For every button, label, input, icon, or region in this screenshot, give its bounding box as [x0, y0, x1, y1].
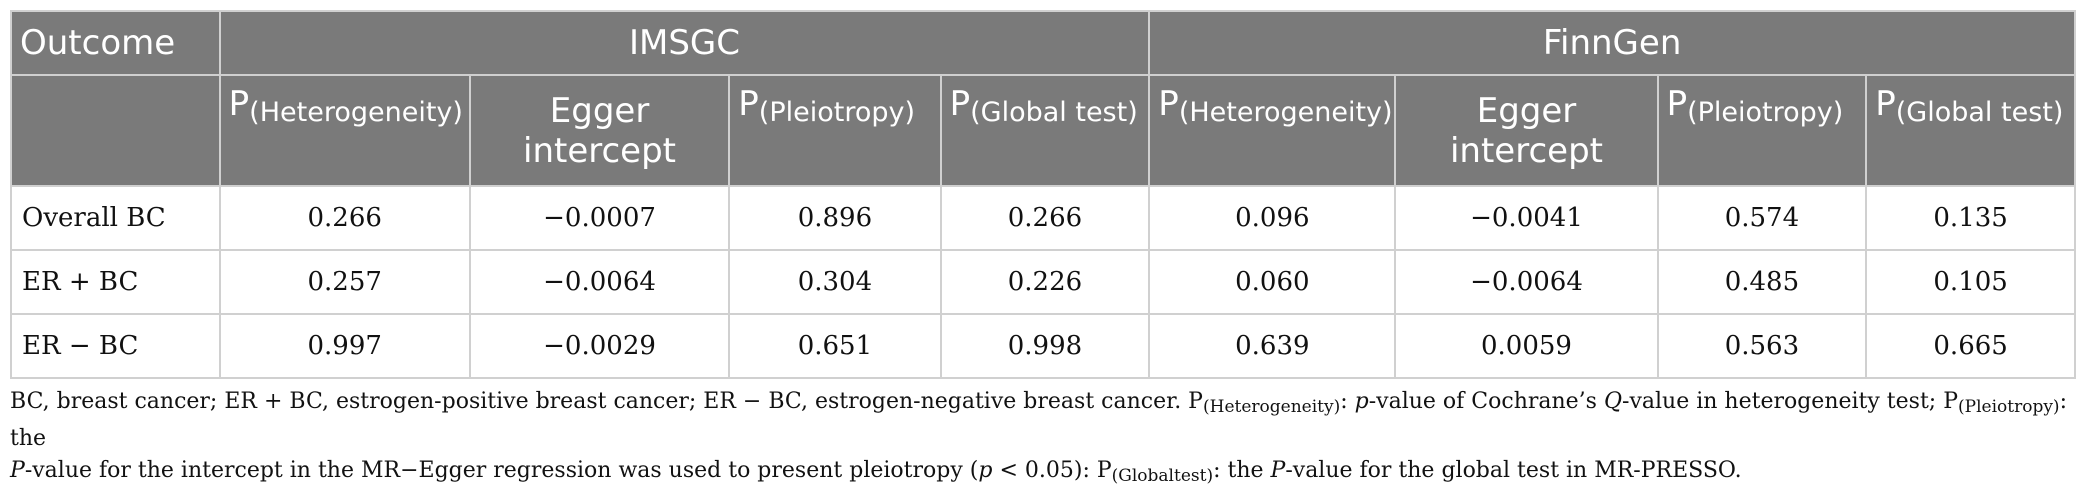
table-cell: 0.105	[1865, 249, 2076, 315]
col-header-finngen-p-global-test: P(Global test)	[1865, 74, 2076, 187]
table-cell: −0.0041	[1394, 185, 1659, 251]
col-header-base: P	[738, 84, 759, 124]
col-header-line1: Egger	[1476, 90, 1577, 131]
footnote-text: -value for the global test in MR-PRESSO.	[1285, 458, 1742, 483]
table-cell: 0.226	[939, 249, 1151, 315]
col-header-sub: (Heterogeneity)	[1178, 97, 1393, 128]
table-cell: 0.096	[1148, 185, 1397, 251]
results-table: Outcome IMSGC FinnGen P(Heterogeneity) E…	[10, 10, 2076, 379]
row-label: ER − BC	[10, 313, 221, 379]
footnote-italic: p	[978, 458, 993, 483]
col-header-sub: (Pleiotropy)	[758, 97, 915, 128]
col-header-base: P	[1666, 84, 1688, 124]
col-header-base: P	[1158, 84, 1179, 124]
col-header-sub: (Heterogeneity)	[249, 97, 463, 128]
table-cell: 0.574	[1656, 185, 1868, 251]
footnote-subscript: (Heterogeneity)	[1202, 397, 1341, 417]
table-cell: 0.266	[939, 185, 1151, 251]
column-header-row: P(Heterogeneity) Egger intercept P(Pleiot…	[10, 74, 2076, 187]
table-footnote: BC, breast cancer; ER + BC, estrogen-pos…	[10, 386, 2076, 492]
col-header-base: P	[1875, 84, 1896, 124]
footnote-italic: P	[10, 458, 25, 483]
row-label: Overall BC	[10, 185, 221, 251]
table-cell: 0.998	[939, 313, 1151, 379]
results-table-container: Outcome IMSGC FinnGen P(Heterogeneity) E…	[10, 10, 2076, 379]
col-header-imsgc-p-heterogeneity: P(Heterogeneity)	[218, 74, 471, 187]
table-cell: 0.997	[218, 313, 471, 379]
outcome-header: Outcome	[10, 10, 221, 76]
footnote-text: -value of Cochrane’s	[1368, 389, 1604, 414]
table-cell: 0.135	[1865, 185, 2076, 251]
col-header-line1: Egger	[549, 90, 650, 131]
footnote-text: -value in heterogeneity test; P	[1622, 389, 1959, 414]
footnote-text: : the	[1213, 458, 1271, 483]
col-header-line2: intercept	[523, 130, 677, 171]
table-cell: 0.304	[728, 249, 942, 315]
footnote-italic: Q	[1603, 389, 1623, 414]
footnote-italic: p	[1354, 389, 1369, 414]
table-cell: −0.0029	[468, 313, 731, 379]
table-cell: −0.0064	[1394, 249, 1659, 315]
table-cell: 0.257	[218, 249, 471, 315]
table-cell: 0.639	[1148, 313, 1397, 379]
col-header-sub: (Global test)	[1895, 97, 2064, 128]
table-row: Overall BC 0.266 −0.0007 0.896 0.266 0.0…	[10, 185, 2076, 251]
table-cell: 0.485	[1656, 249, 1868, 315]
table-cell: 0.896	[728, 185, 942, 251]
col-header-sub: (Pleiotropy)	[1687, 97, 1844, 128]
col-header-line2: intercept	[1449, 130, 1603, 171]
group-header-finngen: FinnGen	[1148, 10, 2076, 76]
table-cell: 0.060	[1148, 249, 1397, 315]
table-cell: 0.266	[218, 185, 471, 251]
row-label: ER + BC	[10, 249, 221, 315]
table-cell: 0.665	[1865, 313, 2076, 379]
footnote-text: -value for the intercept in the MR−Egger…	[24, 458, 979, 483]
col-header-finngen-p-heterogeneity: P(Heterogeneity)	[1148, 74, 1397, 187]
col-header-imsgc-p-global-test: P(Global test)	[939, 74, 1151, 187]
footnote-text: BC, breast cancer; ER + BC, estrogen-pos…	[10, 389, 1203, 414]
col-header-finngen-egger-intercept: Egger intercept	[1394, 74, 1659, 187]
footnote-text: :	[1340, 389, 1355, 414]
footnote-subscript: (Globaltest)	[1111, 466, 1214, 486]
footnote-text: : the	[10, 389, 2067, 451]
empty-header-cell	[10, 74, 221, 187]
table-cell: 0.651	[728, 313, 942, 379]
group-header-row: Outcome IMSGC FinnGen	[10, 10, 2076, 76]
table-row: ER − BC 0.997 −0.0029 0.651 0.998 0.639 …	[10, 313, 2076, 379]
table-cell: 0.0059	[1394, 313, 1659, 379]
table-cell: −0.0064	[468, 249, 731, 315]
table-cell: −0.0007	[468, 185, 731, 251]
col-header-imsgc-p-pleiotropy: P(Pleiotropy)	[728, 74, 942, 187]
footnote-italic: P	[1270, 458, 1286, 483]
group-header-imsgc: IMSGC	[218, 10, 1151, 76]
col-header-sub: (Global test)	[970, 97, 1138, 128]
col-header-base: P	[228, 84, 250, 124]
col-header-base: P	[949, 84, 971, 124]
col-header-finngen-p-pleiotropy: P(Pleiotropy)	[1656, 74, 1868, 187]
footnote-subscript: (Pleiotropy)	[1958, 397, 2060, 417]
footnote-text: < 0.05): P	[992, 458, 1112, 483]
table-cell: 0.563	[1656, 313, 1868, 379]
table-row: ER + BC 0.257 −0.0064 0.304 0.226 0.060 …	[10, 249, 2076, 315]
col-header-imsgc-egger-intercept: Egger intercept	[468, 74, 731, 187]
